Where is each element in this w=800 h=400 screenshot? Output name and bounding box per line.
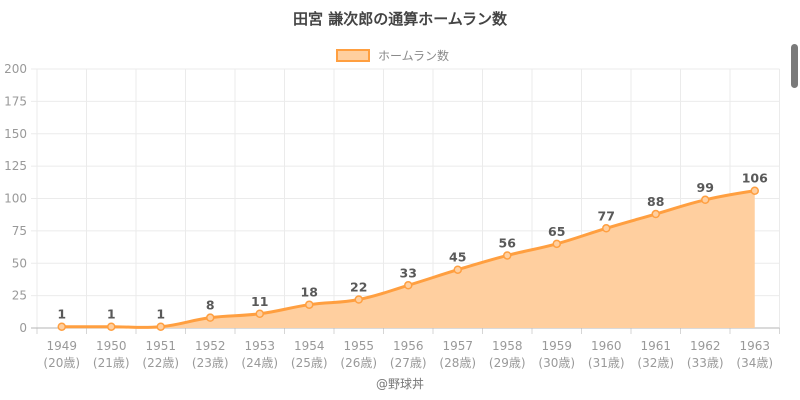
x-axis-year-label: 1959: [541, 339, 572, 353]
x-axis-year-label: 1954: [294, 339, 325, 353]
data-point-label: 1: [156, 307, 165, 322]
x-axis-age-label: (34歳): [736, 356, 773, 370]
x-axis-age-label: (25歳): [291, 356, 328, 370]
data-point-label: 8: [206, 298, 215, 313]
data-point-label: 56: [499, 235, 517, 250]
data-point[interactable]: [255, 309, 264, 319]
x-axis-age-label: (21歳): [93, 356, 130, 370]
data-point-label: 65: [548, 224, 565, 239]
x-axis-age-label: (28歳): [439, 356, 476, 370]
y-axis-tick-label: 175: [4, 94, 27, 108]
data-point[interactable]: [107, 322, 116, 331]
data-point-label: 33: [400, 265, 417, 280]
data-point[interactable]: [206, 313, 215, 322]
x-axis-year-label: 1952: [195, 339, 226, 353]
x-axis-year-label: 1963: [739, 339, 770, 353]
data-point[interactable]: [602, 224, 611, 233]
x-axis-age-label: (30歳): [538, 356, 575, 370]
x-axis-age-label: (23歳): [192, 356, 229, 370]
y-axis-tick-label: 50: [12, 256, 27, 270]
x-axis-year-label: 1949: [46, 339, 77, 353]
x-axis-year-label: 1960: [591, 339, 622, 353]
data-point[interactable]: [453, 265, 462, 274]
series-area-fill: [61, 190, 755, 328]
credit-text: @野球丼: [375, 377, 424, 391]
data-point[interactable]: [552, 239, 561, 249]
x-axis-year-label: 1951: [145, 339, 176, 353]
x-axis-year-label: 1956: [393, 339, 424, 353]
data-point-label: 45: [449, 250, 466, 265]
x-axis-year-label: 1950: [96, 339, 127, 353]
x-axis-age-label: (33歳): [687, 356, 724, 370]
data-point-label: 18: [301, 285, 318, 300]
data-point[interactable]: [156, 322, 165, 331]
data-point-label: 11: [251, 294, 268, 309]
scrollbar-thumb[interactable]: [791, 44, 798, 88]
data-point-label: 77: [598, 208, 615, 223]
data-point[interactable]: [701, 195, 710, 205]
x-axis-year-label: 1962: [690, 339, 721, 353]
legend-label: ホームラン数: [377, 49, 450, 63]
data-point[interactable]: [651, 209, 660, 219]
data-point[interactable]: [354, 295, 363, 304]
y-axis-tick-label: 75: [12, 224, 27, 238]
data-point-label: 1: [107, 307, 116, 322]
legend[interactable]: ホームラン数: [0, 47, 785, 64]
y-axis-tick-label: 125: [4, 159, 27, 173]
data-point-label: 88: [647, 194, 664, 209]
data-point[interactable]: [57, 322, 66, 331]
data-point-label: 106: [742, 171, 768, 186]
legend-swatch-icon: [335, 49, 370, 62]
y-axis-tick-label: 200: [4, 62, 27, 76]
data-point[interactable]: [503, 251, 512, 260]
y-axis-tick-label: 0: [19, 321, 27, 335]
y-axis-tick-label: 25: [12, 289, 27, 303]
x-axis-age-label: (32歳): [637, 356, 674, 370]
x-axis-age-label: (31歳): [588, 356, 625, 370]
x-axis-age-label: (29歳): [489, 356, 526, 370]
x-axis-age-label: (24歳): [241, 356, 278, 370]
x-axis-age-label: (20歳): [43, 356, 80, 370]
data-point[interactable]: [404, 281, 413, 290]
chart-title: 田宮 謙次郎の通算ホームラン数: [292, 10, 508, 28]
x-axis-year-label: 1961: [640, 339, 671, 353]
data-point-label: 22: [350, 280, 367, 295]
x-axis-year-label: 1958: [492, 339, 523, 353]
x-axis-age-label: (27歳): [390, 356, 427, 370]
data-point-label: 99: [697, 180, 714, 195]
data-point-label: 1: [57, 307, 66, 322]
x-axis-year-label: 1953: [244, 339, 275, 353]
y-axis-tick-label: 100: [4, 192, 27, 206]
data-point[interactable]: [305, 300, 314, 309]
x-axis-year-label: 1957: [442, 339, 473, 353]
x-axis-year-label: 1955: [343, 339, 374, 353]
data-point[interactable]: [750, 186, 759, 195]
y-axis-tick-label: 150: [4, 127, 27, 141]
x-axis-age-label: (22歳): [142, 356, 179, 370]
x-axis-age-label: (26歳): [340, 356, 377, 370]
